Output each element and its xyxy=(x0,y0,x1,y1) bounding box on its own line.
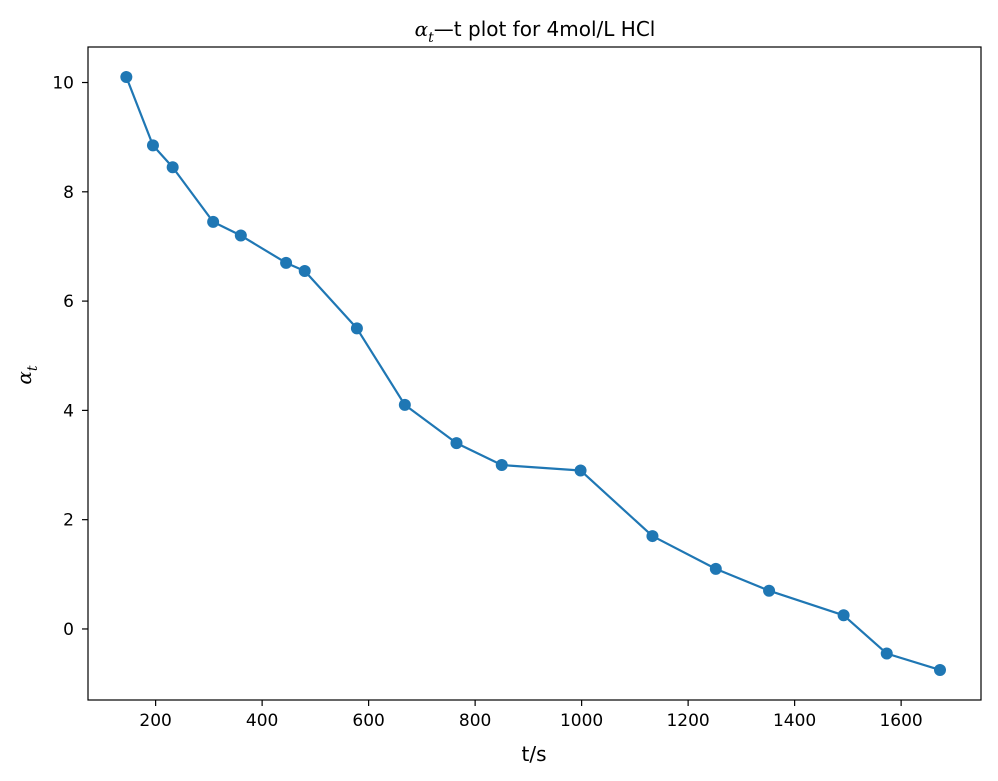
chart-title-text: —t plot for 4mol/L HCl xyxy=(434,17,656,41)
y-tick-label: 0 xyxy=(63,620,74,640)
chart-title-symbol: α xyxy=(415,17,429,41)
data-point xyxy=(280,256,293,269)
x-tick-label: 1600 xyxy=(879,711,922,731)
x-tick-label: 600 xyxy=(352,711,384,731)
plot-area xyxy=(88,47,981,700)
x-tick-label: 1000 xyxy=(560,711,603,731)
data-point xyxy=(837,609,850,622)
series-line xyxy=(125,76,941,672)
x-tick-label: 1400 xyxy=(773,711,816,731)
data-point xyxy=(146,139,159,152)
y-tick-label: 4 xyxy=(63,401,74,421)
data-point xyxy=(166,161,179,174)
chart-title-subscript: t xyxy=(428,30,434,46)
x-axis-ticks: 200 400 600 800 1000 1200 1400 1600 xyxy=(139,700,923,731)
data-point xyxy=(495,459,508,472)
data-point xyxy=(880,647,893,660)
x-tick-label: 1200 xyxy=(666,711,709,731)
x-axis-label: t/s xyxy=(522,742,547,766)
data-point xyxy=(933,663,946,676)
y-tick-label: 10 xyxy=(52,74,74,94)
data-point xyxy=(709,562,722,575)
data-point xyxy=(298,265,311,278)
y-axis-label-symbol: α xyxy=(12,371,36,385)
x-tick-label: 400 xyxy=(246,711,278,731)
data-point xyxy=(207,215,220,228)
y-axis-label-subscript: t xyxy=(25,365,41,371)
data-point xyxy=(120,71,133,84)
data-point xyxy=(450,437,463,450)
data-point xyxy=(350,322,363,335)
y-axis-ticks: 0 2 4 6 8 10 xyxy=(52,74,88,640)
y-tick-label: 6 xyxy=(63,292,74,312)
x-tick-label: 200 xyxy=(139,711,171,731)
chart-title: αt—t plot for 4mol/L HCl xyxy=(415,17,656,46)
data-point xyxy=(763,584,776,597)
data-point xyxy=(646,530,659,543)
y-tick-label: 2 xyxy=(63,511,74,531)
data-point xyxy=(398,398,411,411)
x-tick-label: 800 xyxy=(459,711,491,731)
plot-frame xyxy=(87,46,982,701)
data-point xyxy=(574,464,587,477)
y-axis-label: αt xyxy=(12,365,41,385)
series-layer xyxy=(120,71,946,676)
y-tick-label: 8 xyxy=(63,183,74,203)
data-point xyxy=(234,229,247,242)
